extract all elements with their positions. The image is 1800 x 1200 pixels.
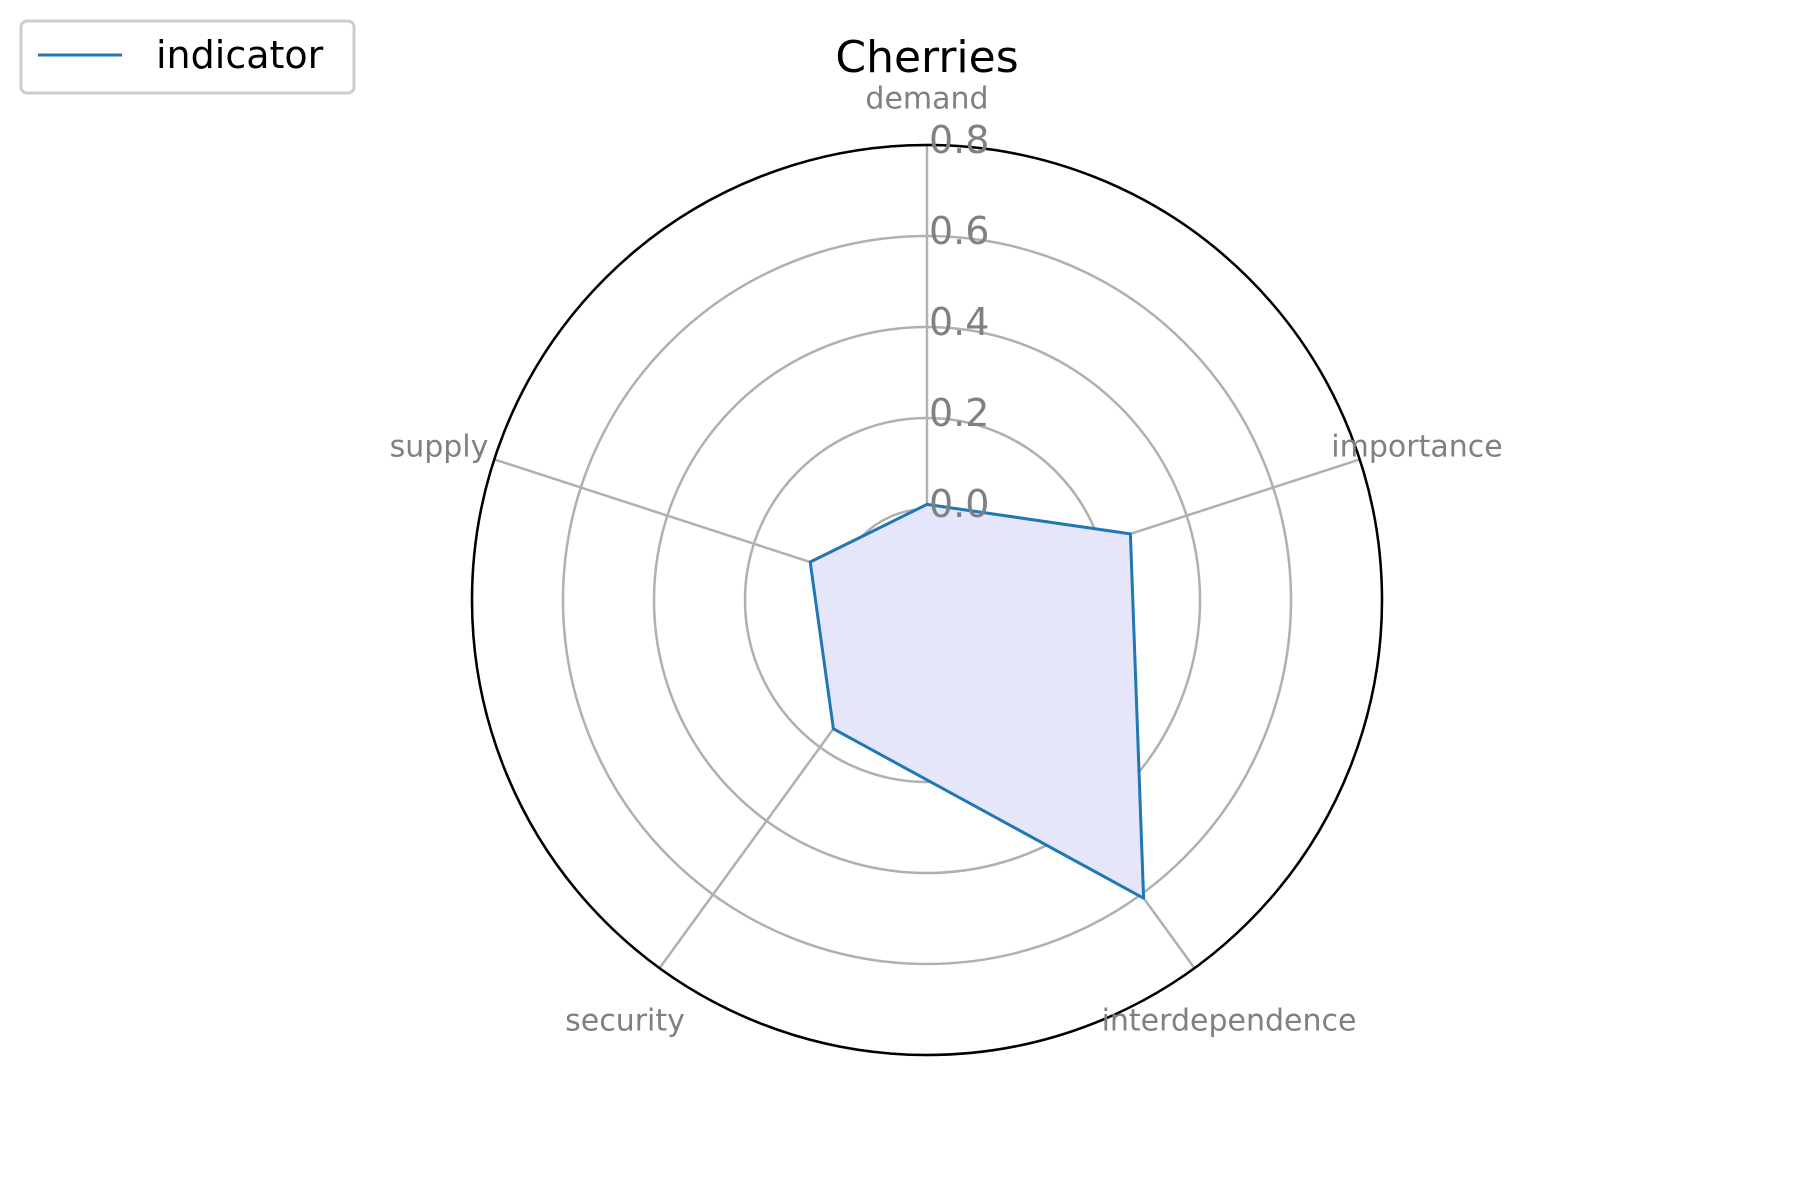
axis-label-demand: demand	[865, 82, 988, 117]
chart-title: Cherries	[835, 32, 1018, 83]
series-line-0	[808, 502, 1146, 900]
axis-label-importance: importance	[1331, 430, 1502, 465]
axis-labels: demand importance interdependence security s…	[390, 82, 1503, 1039]
legend-box	[19, 19, 356, 95]
grid	[470, 143, 1384, 1057]
axis-label-interdependence: interdependence	[1102, 1004, 1357, 1039]
outer-frame	[470, 143, 1384, 1057]
r-tick-label: 0.6	[929, 209, 989, 253]
legend: indicator	[19, 19, 356, 95]
r-tick-label: 0.2	[929, 391, 989, 435]
r-tick-label: 0.4	[929, 300, 989, 344]
r-tick-label: 0.8	[929, 118, 989, 162]
legend-label: indicator	[156, 33, 324, 77]
axis-label-supply: supply	[390, 430, 489, 465]
axis-label-security: security	[565, 1004, 685, 1039]
r-tick-label: 0.0	[929, 482, 989, 526]
series-area-0	[810, 504, 1144, 899]
data-series	[808, 502, 1146, 900]
